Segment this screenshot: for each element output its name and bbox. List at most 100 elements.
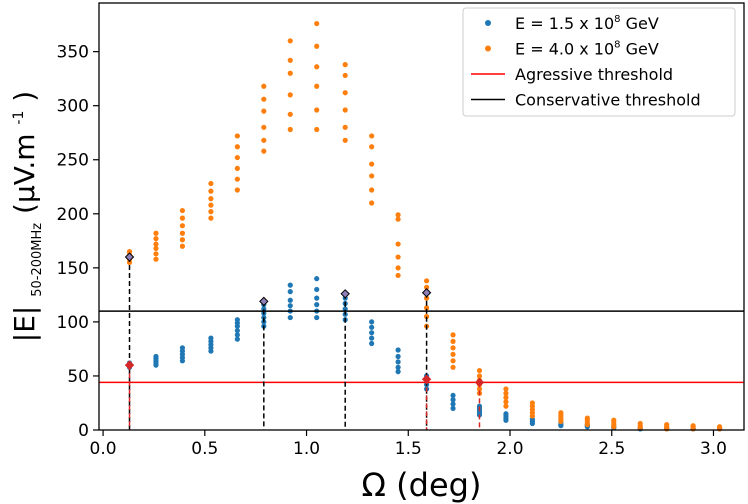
data-point: [369, 161, 375, 167]
data-point: [261, 124, 267, 130]
data-point: [450, 364, 456, 370]
data-point: [423, 278, 430, 284]
data-point: [314, 314, 320, 321]
data-point: [450, 345, 456, 351]
data-point: [314, 302, 320, 308]
data-point: [342, 72, 348, 79]
threshold-crossing-marker: [421, 374, 432, 384]
data-point: [450, 405, 456, 411]
data-point: [153, 245, 159, 251]
threshold-crossing-marker: [421, 288, 432, 298]
data-point: [234, 133, 240, 139]
data-point: [234, 332, 240, 338]
threshold-crossing-marker: [124, 360, 135, 370]
y-axis-label-main: |E|: [8, 306, 41, 343]
data-point: [287, 70, 293, 76]
data-point: [664, 421, 670, 428]
x-tick-label: 1.0: [293, 439, 320, 459]
data-point: [314, 276, 320, 282]
y-tick-label: 300: [57, 97, 89, 117]
y-tick-label: 150: [57, 259, 89, 279]
data-point: [126, 249, 133, 255]
legend-entry: E = 1.5 x 108 GeV: [485, 14, 659, 33]
data-point: [503, 394, 509, 401]
data-point: [153, 236, 159, 242]
legend-entry: Agressive threshold: [471, 65, 673, 84]
threshold-crossing-marker: [474, 377, 485, 388]
data-point: [503, 399, 509, 405]
data-point: [369, 144, 375, 150]
data-point: [234, 336, 240, 342]
data-point: [395, 272, 401, 279]
data-point: [369, 319, 375, 325]
legend-marker: [485, 20, 491, 26]
data-point: [450, 358, 456, 364]
x-axis-ticks: 0.0 0.5 1.0 1.5 2.0 2.5 3.0: [90, 430, 727, 459]
data-point: [179, 207, 186, 214]
data-point: [395, 265, 401, 271]
data-point: [314, 286, 320, 293]
plot-area: [99, 20, 744, 432]
data-point: [395, 364, 401, 370]
data-point: [208, 202, 214, 208]
data-point: [314, 43, 320, 49]
data-point: [342, 107, 348, 113]
data-point: [369, 340, 375, 347]
data-point: [476, 403, 483, 409]
data-point: [179, 223, 186, 229]
data-point: [423, 305, 430, 311]
series-2: [126, 20, 723, 432]
data-point: [395, 212, 401, 218]
data-point: [287, 92, 293, 98]
y-axis-ticks: 0 50 100 150 200 250 300 350: [57, 43, 99, 441]
axes-frame: [98, 2, 745, 431]
legend-marker: [485, 45, 491, 52]
data-point: [690, 423, 696, 429]
data-point: [261, 108, 267, 114]
data-point: [179, 243, 186, 249]
data-point: [261, 96, 267, 102]
data-point: [153, 256, 159, 262]
x-tick-label: 2.0: [496, 439, 523, 459]
x-tick-label: 2.5: [598, 439, 625, 459]
data-point: [369, 133, 375, 139]
data-point: [395, 369, 401, 375]
data-point: [342, 124, 348, 130]
data-point: [503, 411, 509, 417]
x-tick-label: 1.5: [395, 439, 422, 459]
data-point: [503, 386, 509, 392]
legend-items: E = 1.5 x 108 GeV E = 4.0 x 108 GeV Agress…: [471, 14, 701, 110]
y-tick-label: 350: [57, 43, 89, 63]
data-point: [369, 324, 375, 330]
data-point: [342, 137, 348, 143]
threshold-crossing-marker: [340, 289, 350, 299]
legend-label: E = 4.0 x 108 GeV: [515, 40, 659, 59]
data-point: [342, 62, 348, 68]
data-point: [261, 148, 267, 154]
data-point: [369, 330, 375, 336]
data-point: [476, 386, 483, 392]
data-point: [153, 230, 159, 236]
legend-entry: E = 4.0 x 108 GeV: [485, 40, 659, 59]
data-point: [179, 237, 186, 243]
data-point: [234, 327, 240, 334]
data-point: [369, 335, 375, 341]
legend: E = 1.5 x 108 GeV E = 4.0 x 108 GeV Agress…: [462, 7, 736, 117]
data-point: [503, 403, 509, 409]
legend-box: [462, 7, 736, 117]
threshold-crossing-marker: [124, 252, 135, 262]
data-point: [423, 284, 430, 290]
data-point: [153, 251, 159, 257]
data-point: [314, 295, 320, 301]
data-point: [234, 165, 240, 171]
data-point: [153, 241, 159, 247]
data-point: [287, 126, 293, 133]
x-tick-label: 3.0: [700, 439, 727, 459]
data-point: [314, 64, 320, 70]
data-point: [261, 83, 267, 89]
data-point: [234, 154, 240, 161]
data-point: [179, 215, 186, 221]
data-point: [369, 200, 375, 206]
data-point: [314, 126, 320, 133]
data-point: [287, 303, 293, 309]
